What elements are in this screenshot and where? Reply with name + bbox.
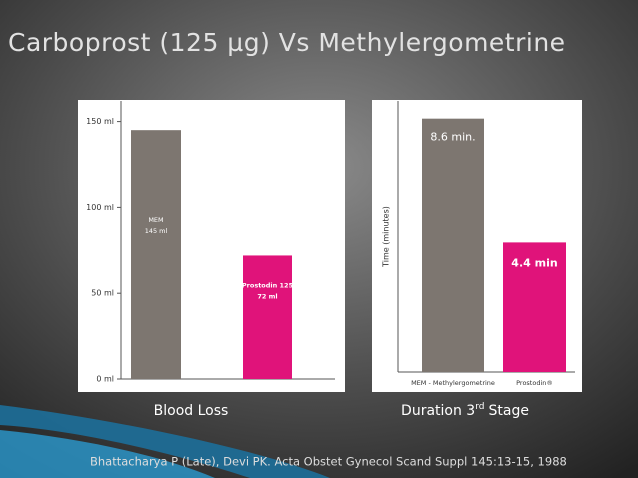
value-label: 8.6 min. bbox=[430, 131, 475, 144]
swoosh bbox=[0, 430, 215, 478]
y-axis-label: Time (minutes) bbox=[382, 206, 391, 268]
y-tick-label: 100 ml bbox=[86, 203, 114, 212]
bar bbox=[243, 255, 292, 379]
bar bbox=[131, 130, 181, 379]
y-tick-label: 50 ml bbox=[91, 289, 114, 298]
caption-text: Duration 3 bbox=[401, 403, 475, 419]
value-label: 145 ml bbox=[145, 227, 168, 235]
y-tick-label: 150 ml bbox=[86, 117, 114, 126]
value-label: 4.4 min bbox=[511, 256, 557, 269]
bar-category-label: Prostodin 125 bbox=[242, 281, 294, 289]
bar-category-label: MEM bbox=[148, 216, 163, 224]
chart-panel bbox=[78, 100, 345, 392]
value-label: 72 ml bbox=[257, 292, 277, 300]
y-tick-label: 0 ml bbox=[96, 375, 114, 384]
slide-title: Carboprost (125 µg) Vs Methylergometrine bbox=[8, 28, 566, 57]
x-tick-label: MEM - Methylergometrine bbox=[411, 379, 495, 387]
bar bbox=[503, 242, 566, 372]
caption: Duration 3rd Stage bbox=[401, 402, 529, 420]
caption: Blood Loss bbox=[154, 403, 229, 419]
caption-sup: rd bbox=[475, 402, 484, 412]
bar bbox=[422, 118, 484, 372]
swoosh bbox=[0, 405, 330, 478]
citation: Bhattacharya P (Late), Devi PK. Acta Obs… bbox=[90, 455, 567, 469]
caption-text: Stage bbox=[488, 403, 528, 419]
x-tick-label: Prostodin® bbox=[516, 379, 553, 387]
